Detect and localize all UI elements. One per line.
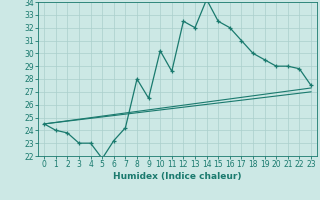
X-axis label: Humidex (Indice chaleur): Humidex (Indice chaleur) (113, 172, 242, 181)
